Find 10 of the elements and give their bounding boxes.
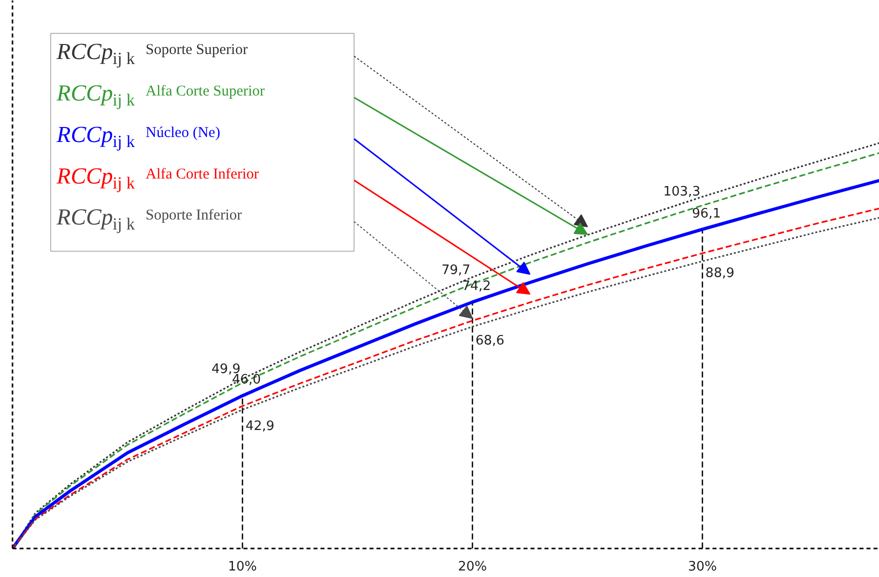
data-label: 42,9 [245, 419, 274, 434]
data-label: 79,7 [442, 262, 470, 278]
data-label: 96,1 [692, 206, 721, 222]
data-label: 74,2 [462, 279, 491, 294]
x-tick-label: 20% [458, 560, 487, 574]
x-tick-label: 10% [228, 560, 257, 574]
data-label: 88,9 [705, 266, 734, 282]
data-label: 68,6 [475, 334, 504, 349]
data-label: 103,3 [663, 184, 700, 200]
x-tick-label: 30% [688, 560, 717, 574]
